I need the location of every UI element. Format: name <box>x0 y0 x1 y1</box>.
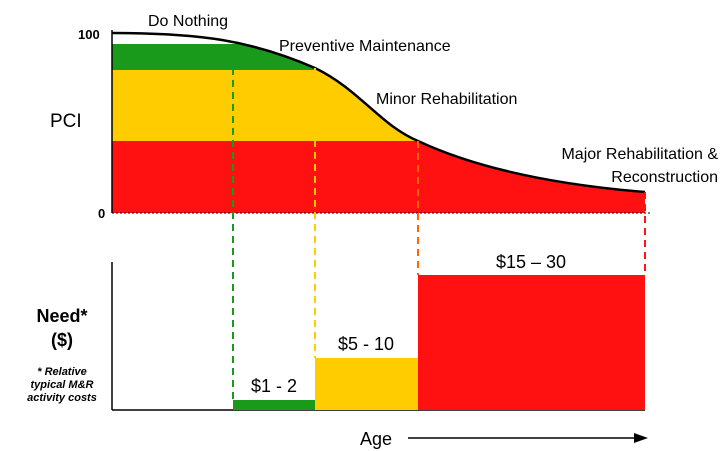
pci-bands <box>112 44 645 213</box>
pci-curve <box>111 31 646 194</box>
stage-label: Reconstruction <box>611 169 718 186</box>
footnote: * Relative <box>37 366 87 378</box>
cost-bar <box>233 400 315 410</box>
cost-label: $15 – 30 <box>496 252 566 272</box>
y-axis-label: PCI <box>50 111 82 132</box>
footnote: activity costs <box>27 392 97 404</box>
stage-label: Major Rehabilitation & <box>561 146 718 163</box>
y-tick-label: 0 <box>98 206 105 221</box>
stage-label: Preventive Maintenance <box>279 38 451 55</box>
cost-bar <box>315 358 418 410</box>
y-tick-label: 100 <box>78 27 100 42</box>
stage-label: Minor Rehabilitation <box>376 91 517 108</box>
x-axis-label: Age <box>360 429 392 449</box>
arrow-head <box>634 433 648 443</box>
y-axis-unit: ($) <box>51 330 73 350</box>
cost-bar <box>418 275 645 410</box>
cost-label: $1 - 2 <box>251 376 297 396</box>
stage-label: Do Nothing <box>148 13 228 30</box>
yellow-band <box>112 70 418 141</box>
cost-label: $5 - 10 <box>338 334 394 354</box>
footnote: typical M&R <box>31 379 94 391</box>
y-axis-label: Need* <box>36 306 87 326</box>
